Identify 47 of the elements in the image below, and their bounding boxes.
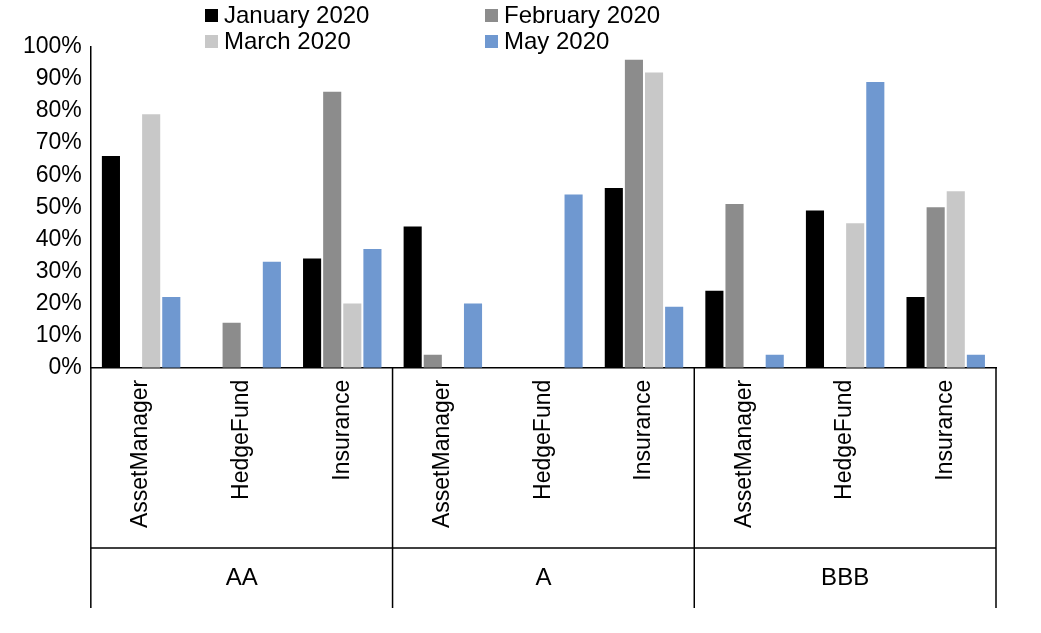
bar [946, 191, 965, 368]
y-tick-label: 80% [35, 96, 82, 123]
bar [765, 354, 784, 368]
y-tick-label: 10% [35, 320, 82, 347]
x-tick-label: AssetManager [428, 379, 455, 529]
y-tick-label: 90% [35, 64, 82, 91]
y-tick-label: 60% [35, 160, 82, 187]
y-tick-label: 20% [35, 288, 82, 315]
bar [926, 207, 945, 368]
bar [222, 322, 241, 368]
bar [323, 91, 342, 368]
bar [966, 354, 985, 368]
bar [665, 306, 684, 368]
bar [162, 297, 181, 368]
x-tick-label: AssetManager [126, 379, 153, 529]
bar [644, 72, 664, 368]
x-tick-label: Insurance [327, 379, 354, 481]
text: AA [225, 562, 258, 590]
y-tick-label: 70% [35, 128, 82, 155]
x-tick-label: Insurance [629, 379, 656, 481]
bar [363, 248, 382, 368]
x-tick-label: HedgeFund [227, 379, 254, 500]
legend-label: January 2020 [224, 1, 370, 28]
bar [725, 204, 744, 368]
y-tick-label: 0% [48, 353, 82, 380]
bar [423, 354, 442, 368]
y-tick-label: 50% [35, 192, 82, 219]
bar [846, 223, 865, 368]
text: A [535, 562, 552, 590]
text: BBB [821, 562, 870, 590]
bar [866, 82, 885, 368]
legend-label: May 2020 [504, 27, 610, 54]
legend-label: February 2020 [504, 1, 661, 28]
x-tick-label: HedgeFund [830, 379, 857, 500]
bar [262, 261, 281, 368]
bar [463, 303, 483, 368]
bar [564, 194, 583, 368]
x-tick-label: AssetManager [729, 379, 756, 529]
y-tick-label: 30% [35, 256, 82, 283]
x-tick-label: HedgeFund [528, 379, 555, 500]
bar [343, 303, 362, 368]
x-tick-label: Insurance [931, 379, 958, 481]
y-tick-label: 40% [35, 224, 82, 251]
legend-label: March 2020 [224, 27, 351, 54]
bar [142, 114, 161, 368]
bar [624, 59, 643, 368]
y-tick-label: 100% [23, 32, 82, 59]
